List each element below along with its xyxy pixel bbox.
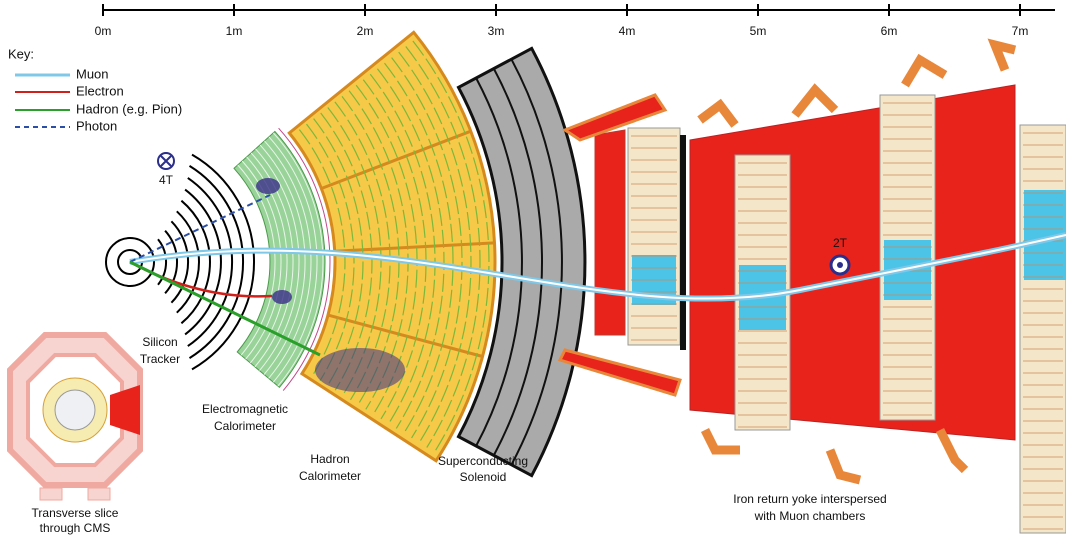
ecal-crystal [255, 148, 300, 371]
ecal-crystal [264, 140, 312, 379]
energy-deposit [272, 290, 292, 304]
hcal-plate [306, 123, 355, 382]
slice-foot [87, 487, 111, 501]
energy-deposit [256, 178, 280, 194]
scale-label: 1m [226, 24, 243, 38]
yoke-bracket [557, 348, 682, 397]
label: with Muon chambers [754, 509, 866, 523]
scale: 0m 1m 2m 3m 4m 5m 6m 7m [95, 4, 1029, 38]
field-label: 4T [159, 173, 174, 187]
yoke-bar [680, 135, 686, 350]
slice-highlight [110, 385, 140, 435]
tracker-layer [180, 199, 211, 325]
hadron-shower [315, 348, 405, 392]
label: Iron return yoke interspersed [733, 492, 886, 506]
label: Hadron [310, 452, 349, 466]
tracker-layer [105, 237, 155, 287]
label: Transverse slice [32, 506, 119, 520]
hcal-division [334, 241, 495, 253]
hcal-plate [405, 46, 481, 448]
hcal-division [327, 313, 483, 358]
ecal-outer-ring [278, 127, 331, 391]
key-entry: Photon [76, 118, 117, 133]
scale-label: 7m [1012, 24, 1029, 38]
yoke-bracket [697, 38, 1017, 485]
label: Electromagnetic [202, 402, 288, 416]
ecal-crystal [259, 144, 306, 375]
tracker-layer [188, 165, 245, 359]
hcal-plate [412, 40, 490, 453]
hcal-plate [376, 68, 445, 429]
field-icon-dot [837, 262, 843, 268]
iron-yoke [557, 38, 1066, 534]
tracks [129, 178, 1066, 392]
label: Calorimeter [214, 419, 276, 433]
scale-label: 6m [881, 24, 898, 38]
label: Silicon [142, 335, 177, 349]
photon-track [129, 194, 271, 263]
tracker-layer [184, 188, 222, 336]
tracker-layer [187, 177, 234, 347]
slice-tracker [54, 389, 96, 431]
hcal-plate [391, 57, 463, 439]
label: Calorimeter [299, 469, 361, 483]
slice-foot [39, 487, 63, 501]
scale-label: 5m [750, 24, 767, 38]
hcal-plate [298, 129, 346, 377]
label: Solenoid [460, 470, 507, 484]
ecal-crystal [237, 164, 276, 356]
scale-label: 3m [488, 24, 505, 38]
tracker-layer [157, 238, 168, 286]
hcal-division [320, 129, 472, 190]
tracker-layer [164, 230, 179, 294]
solenoid-layer [510, 58, 563, 466]
key-entry: Muon [76, 66, 109, 81]
scale-label: 2m [357, 24, 374, 38]
label: Superconducting [438, 454, 528, 468]
tracker-layer [176, 210, 200, 314]
tracker-layer [170, 220, 190, 304]
scale-label: 4m [619, 24, 636, 38]
muon-track-core [129, 234, 1066, 300]
hcal-plate [341, 96, 400, 405]
ecal-crystal [268, 136, 318, 383]
muon-chamber [1019, 124, 1066, 534]
transverse-slice [7, 332, 143, 501]
field-icon-cross [160, 155, 172, 167]
solenoid-layer [475, 77, 523, 447]
field-label: 2T [833, 236, 848, 250]
solenoid-layer [492, 68, 544, 456]
yoke-bracket [561, 93, 668, 142]
hcal-plate [369, 73, 436, 424]
scale-label: 0m [95, 24, 112, 38]
label: through CMS [40, 521, 111, 535]
hadron-track [129, 260, 321, 357]
key-entry: Electron [76, 83, 124, 98]
yoke-slab [594, 129, 626, 336]
label: Tracker [140, 352, 180, 366]
key-title: Key: [8, 46, 34, 61]
hcal-plate [384, 62, 454, 434]
hcal-plate [398, 51, 472, 444]
tracker-layer [191, 153, 256, 371]
key-entry: Hadron (e.g. Pion) [76, 101, 182, 116]
muon-chamber [627, 127, 681, 346]
ecal-crystal [273, 132, 324, 387]
